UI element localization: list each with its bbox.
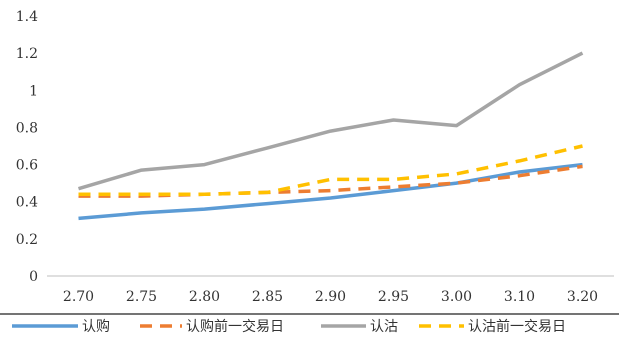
x-tick-labels: 2.70 2.75 2.80 2.85 2.90 2.95 3.00 3.10 3.20 (63, 289, 598, 305)
x-tick-label: 2.95 (378, 289, 409, 305)
y-tick-labels: 0 0.2 0.4 0.6 0.8 1 1.2 1.4 (16, 9, 38, 285)
series-line-2 (78, 51, 584, 191)
y-tick-label: 1.2 (16, 46, 38, 62)
y-tick-label: 0.4 (16, 195, 38, 211)
legend-label-2: 认沽 (370, 319, 398, 335)
series-line-3 (78, 144, 583, 197)
x-tick-label: 2.80 (189, 289, 220, 305)
y-tick-label: 0.2 (16, 232, 38, 248)
series-line-1 (78, 164, 583, 198)
legend-label-3: 认沽前一交易日 (468, 318, 566, 335)
x-tick-label: 2.70 (63, 289, 94, 305)
legend: 认购 认购前一交易日 认沽 认沽前一交易日 (12, 318, 566, 335)
y-tick-label: 1 (29, 83, 38, 99)
x-tick-label: 3.00 (441, 289, 472, 305)
y-tick-label: 0.8 (16, 120, 38, 136)
series-line-0 (78, 162, 583, 221)
x-tick-label: 3.20 (567, 289, 598, 305)
x-tick-label: 2.90 (315, 289, 346, 305)
series-lines (78, 51, 584, 221)
axes (0, 275, 619, 315)
y-tick-label: 1.4 (16, 9, 38, 25)
legend-label-1: 认购前一交易日 (186, 318, 284, 335)
x-tick-label: 2.85 (252, 289, 283, 305)
y-tick-label: 0.6 (16, 158, 38, 174)
x-tick-label: 2.75 (126, 289, 157, 305)
legend-label-0: 认购 (82, 319, 110, 335)
y-tick-label: 0 (29, 269, 38, 285)
x-tick-label: 3.10 (504, 289, 535, 305)
